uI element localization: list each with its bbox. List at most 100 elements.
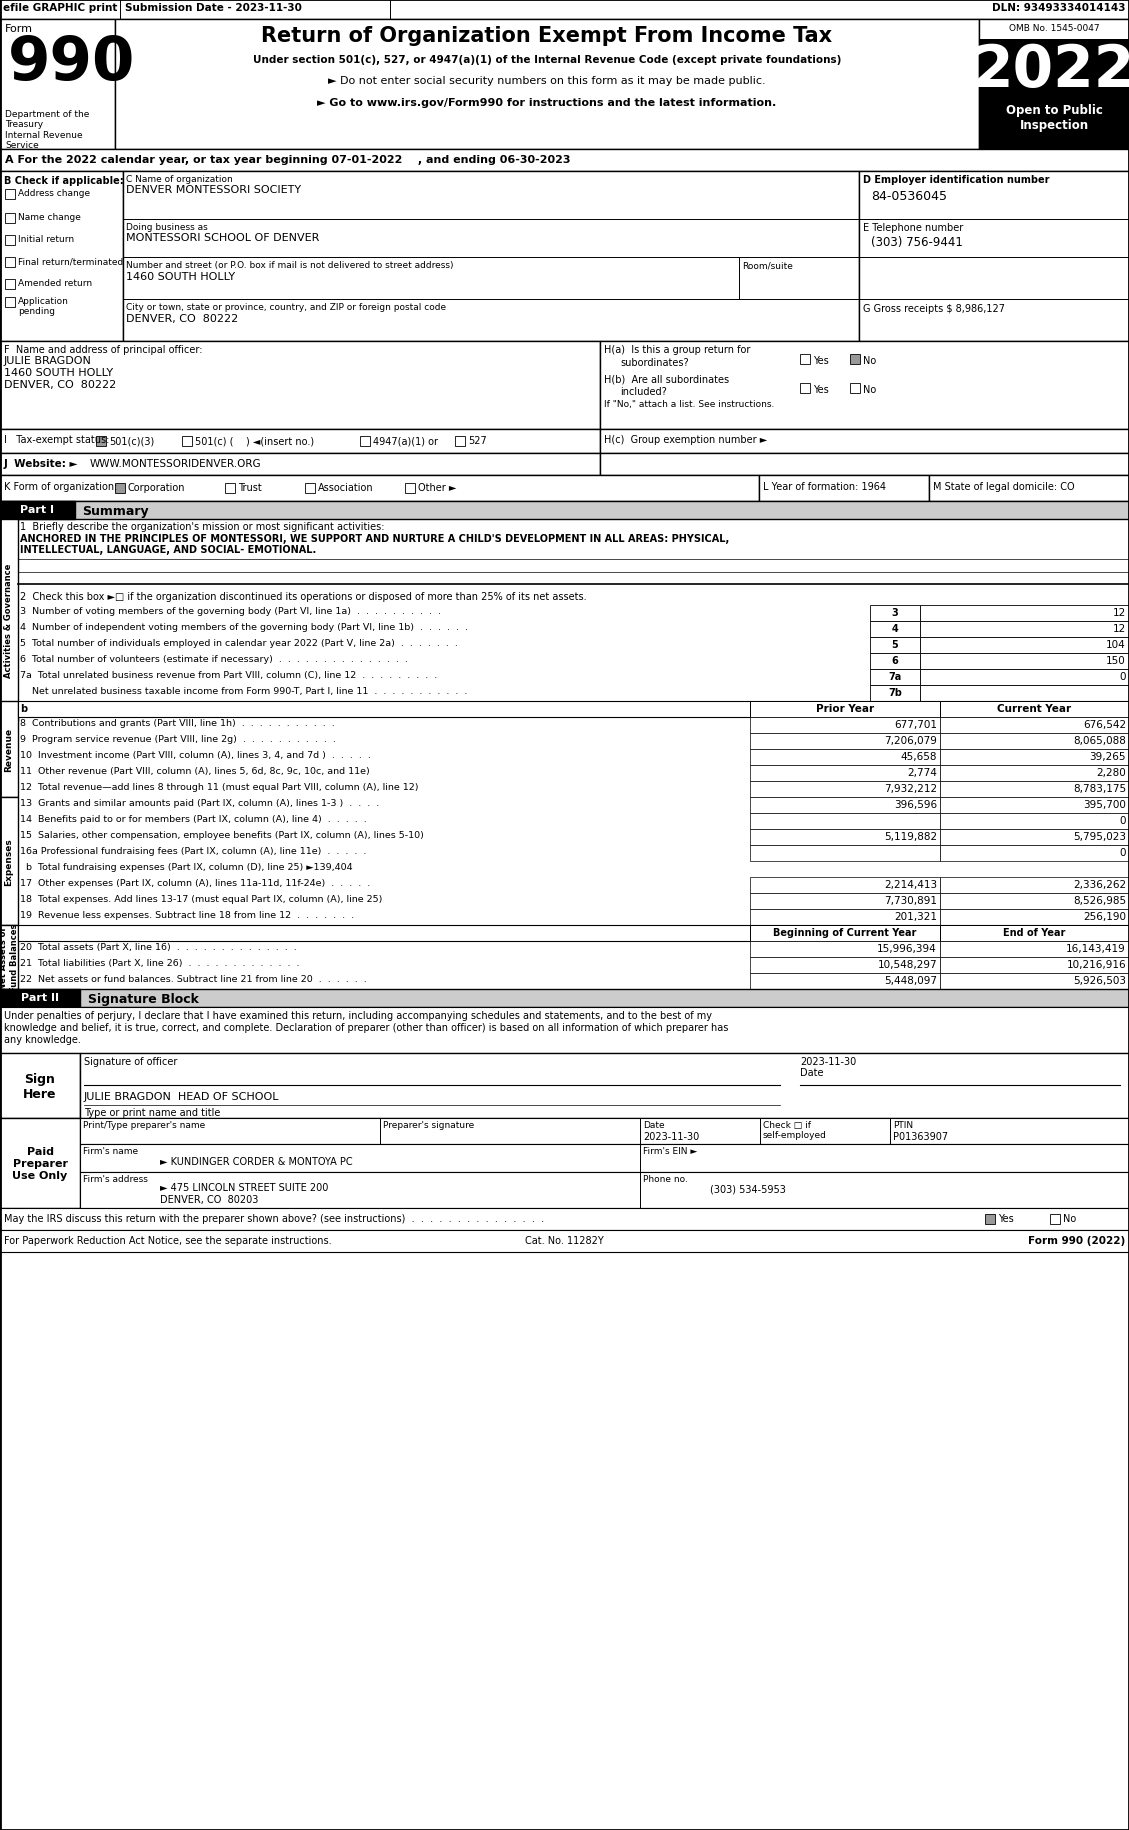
Text: P01363907: P01363907 xyxy=(893,1131,948,1142)
Bar xyxy=(870,653,920,670)
Text: 45,658: 45,658 xyxy=(901,752,937,761)
Bar xyxy=(123,172,859,342)
Bar xyxy=(0,1054,80,1118)
Text: 5: 5 xyxy=(892,640,899,650)
Text: Name change: Name change xyxy=(18,212,81,221)
Text: Association: Association xyxy=(318,483,374,492)
Text: Date: Date xyxy=(800,1067,823,1078)
Text: 2023-11-30: 2023-11-30 xyxy=(800,1056,856,1067)
Bar xyxy=(979,40,1129,101)
Text: No: No xyxy=(863,384,876,395)
Text: E Telephone number: E Telephone number xyxy=(863,223,963,232)
Text: Paid
Preparer
Use Only: Paid Preparer Use Only xyxy=(12,1147,68,1180)
Bar xyxy=(940,798,1129,814)
Text: 6  Total number of volunteers (estimate if necessary)  .  .  .  .  .  .  .  .  .: 6 Total number of volunteers (estimate i… xyxy=(20,655,408,664)
Bar xyxy=(920,686,1129,701)
Bar xyxy=(750,957,940,974)
Text: Prior Year: Prior Year xyxy=(816,703,874,714)
Bar xyxy=(0,501,1129,520)
Text: 256,190: 256,190 xyxy=(1083,911,1126,922)
Bar xyxy=(115,483,125,494)
Text: 8,783,175: 8,783,175 xyxy=(1073,783,1126,794)
Bar xyxy=(5,214,15,223)
Text: Trust: Trust xyxy=(238,483,262,492)
Bar xyxy=(870,622,920,637)
Text: Address change: Address change xyxy=(18,188,90,198)
Text: 12: 12 xyxy=(1113,608,1126,619)
Text: Summary: Summary xyxy=(82,505,149,518)
Text: End of Year: End of Year xyxy=(1004,928,1066,937)
Text: 8,065,088: 8,065,088 xyxy=(1074,736,1126,745)
Bar xyxy=(0,1118,80,1208)
Text: knowledge and belief, it is true, correct, and complete. Declaration of preparer: knowledge and belief, it is true, correc… xyxy=(5,1023,728,1032)
Bar xyxy=(750,878,940,893)
Text: Under penalties of perjury, I declare that I have examined this return, includin: Under penalties of perjury, I declare th… xyxy=(5,1010,712,1021)
Text: For Paperwork Reduction Act Notice, see the separate instructions.: For Paperwork Reduction Act Notice, see … xyxy=(5,1235,332,1246)
Text: b: b xyxy=(20,703,27,714)
Text: 2022: 2022 xyxy=(973,42,1129,99)
Text: 3: 3 xyxy=(892,608,899,619)
Bar xyxy=(940,926,1129,941)
Text: Submission Date - 2023-11-30: Submission Date - 2023-11-30 xyxy=(125,4,301,13)
Bar xyxy=(0,172,123,342)
Text: 5,448,097: 5,448,097 xyxy=(884,975,937,986)
Text: C Name of organization: C Name of organization xyxy=(126,176,233,183)
Text: 990: 990 xyxy=(8,35,135,93)
Text: City or town, state or province, country, and ZIP or foreign postal code: City or town, state or province, country… xyxy=(126,302,446,311)
Text: K Form of organization:: K Form of organization: xyxy=(5,481,117,492)
Text: Signature of officer: Signature of officer xyxy=(84,1056,177,1067)
Text: included?: included? xyxy=(620,386,667,397)
Bar xyxy=(0,990,80,1008)
Text: 7a  Total unrelated business revenue from Part VIII, column (C), line 12  .  .  : 7a Total unrelated business revenue from… xyxy=(20,670,437,679)
Text: 20  Total assets (Part X, line 16)  .  .  .  .  .  .  .  .  .  .  .  .  .  .: 20 Total assets (Part X, line 16) . . . … xyxy=(20,942,297,952)
Text: Cat. No. 11282Y: Cat. No. 11282Y xyxy=(525,1235,603,1246)
Text: efile GRAPHIC print: efile GRAPHIC print xyxy=(3,4,117,13)
Text: 15  Salaries, other compensation, employee benefits (Part IX, column (A), lines : 15 Salaries, other compensation, employe… xyxy=(20,831,423,840)
Bar xyxy=(0,454,599,476)
Text: Number and street (or P.O. box if mail is not delivered to street address): Number and street (or P.O. box if mail i… xyxy=(126,262,454,269)
Text: 3  Number of voting members of the governing body (Part VI, line 1a)  .  .  .  .: 3 Number of voting members of the govern… xyxy=(20,608,441,615)
Bar xyxy=(0,1008,1129,1054)
Text: Net unrelated business taxable income from Form 990-T, Part I, line 11  .  .  . : Net unrelated business taxable income fr… xyxy=(20,686,467,695)
Text: Application
pending: Application pending xyxy=(18,296,69,317)
Bar xyxy=(940,829,1129,845)
Bar xyxy=(940,845,1129,862)
Text: 677,701: 677,701 xyxy=(894,719,937,730)
Bar xyxy=(750,717,940,734)
Text: D Employer identification number: D Employer identification number xyxy=(863,176,1050,185)
Bar xyxy=(940,717,1129,734)
Bar xyxy=(750,845,940,862)
Bar xyxy=(940,765,1129,781)
Text: Firm's address: Firm's address xyxy=(84,1175,148,1184)
Text: 1460 SOUTH HOLLY: 1460 SOUTH HOLLY xyxy=(126,273,235,282)
Bar xyxy=(0,798,18,926)
Bar xyxy=(940,893,1129,910)
Text: 5  Total number of individuals employed in calendar year 2022 (Part V, line 2a) : 5 Total number of individuals employed i… xyxy=(20,639,458,648)
Text: F  Name and address of principal officer:: F Name and address of principal officer: xyxy=(5,344,202,355)
Bar xyxy=(750,765,940,781)
Bar xyxy=(750,893,940,910)
Text: 14  Benefits paid to or for members (Part IX, column (A), line 4)  .  .  .  .  .: 14 Benefits paid to or for members (Part… xyxy=(20,814,367,824)
Text: DENVER, CO  80222: DENVER, CO 80222 xyxy=(5,381,116,390)
Text: 4947(a)(1) or: 4947(a)(1) or xyxy=(373,436,438,447)
Bar xyxy=(5,236,15,245)
Text: 396,596: 396,596 xyxy=(894,800,937,809)
Bar xyxy=(18,926,1129,941)
Bar xyxy=(182,437,192,447)
Text: 8  Contributions and grants (Part VIII, line 1h)  .  .  .  .  .  .  .  .  .  .  : 8 Contributions and grants (Part VIII, l… xyxy=(20,719,335,728)
Bar xyxy=(750,910,940,926)
Bar xyxy=(0,476,759,501)
Text: 4: 4 xyxy=(892,624,899,633)
Bar xyxy=(0,990,1129,1008)
Text: (303) 756-9441: (303) 756-9441 xyxy=(870,236,963,249)
Bar xyxy=(940,814,1129,829)
Text: 10  Investment income (Part VIII, column (A), lines 3, 4, and 7d )  .  .  .  .  : 10 Investment income (Part VIII, column … xyxy=(20,750,370,759)
Text: b  Total fundraising expenses (Part IX, column (D), line 25) ►139,404: b Total fundraising expenses (Part IX, c… xyxy=(20,862,352,871)
Text: 5,795,023: 5,795,023 xyxy=(1073,831,1126,842)
Bar xyxy=(0,0,1129,20)
Bar xyxy=(225,483,235,494)
Text: 12: 12 xyxy=(1113,624,1126,633)
Text: Yes: Yes xyxy=(998,1213,1014,1222)
Bar xyxy=(940,974,1129,990)
Text: 10,216,916: 10,216,916 xyxy=(1067,959,1126,970)
